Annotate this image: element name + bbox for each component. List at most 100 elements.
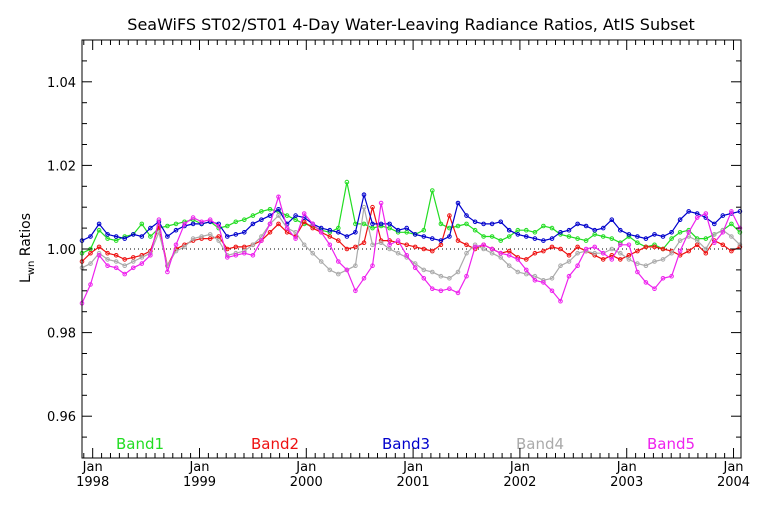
legend: Band1 Band2 Band3 Band4 Band5 [116,435,695,453]
data-point [455,269,461,275]
data-point [361,221,367,227]
data-point [524,234,529,239]
data-point [148,234,153,239]
data-point [703,250,709,256]
data-point [626,242,632,248]
data-point [635,269,640,275]
data-point [438,221,444,227]
data-point [310,250,316,256]
data-point [541,223,546,229]
data-point [96,253,102,258]
data-point [344,246,350,252]
data-point [353,288,358,294]
data-point [532,278,538,283]
x-tick-label-month: Jan [82,460,103,475]
data-point [618,250,623,256]
data-point [660,234,666,239]
data-point [430,188,435,193]
data-point [737,209,743,214]
data-point [600,225,606,231]
data-point [643,280,649,285]
data-point [660,276,666,281]
legend-item-band1: Band1 [116,435,164,453]
data-point [284,225,290,231]
data-point [148,225,153,231]
data-point [421,267,427,273]
data-point [438,238,444,243]
data-point [464,242,469,248]
data-point [729,234,734,239]
data-point [207,236,213,241]
data-point [481,242,486,248]
data-point [105,250,110,256]
data-point [173,227,179,233]
data-point [88,282,93,287]
data-point [737,242,743,248]
data-point [395,238,401,243]
data-point [412,261,418,266]
data-point [430,286,435,292]
data-point [575,263,580,269]
data-point [515,232,521,237]
x-tick-label-year: 2002 [503,475,536,490]
data-point [566,227,572,233]
data-point [549,244,555,250]
data-point [498,219,504,225]
data-point [276,221,281,227]
data-point [438,273,444,279]
data-point [652,232,657,237]
data-point [609,217,615,222]
x-tick-label-year: 2003 [610,475,643,490]
data-point [370,242,375,248]
data-point [447,286,452,292]
data-point [541,248,546,254]
data-point [635,261,640,266]
data-point [259,209,264,214]
data-point [532,236,538,241]
data-point [498,255,504,260]
data-point [694,242,700,248]
data-point [387,225,392,231]
data-point [353,244,358,250]
data-point [361,204,367,210]
data-point [327,267,333,273]
data-point [156,217,162,222]
data-point [139,221,145,227]
data-point [250,221,256,227]
data-point [481,221,486,227]
data-point [361,240,367,245]
data-point [549,288,555,294]
data-point [575,236,580,241]
data-point [395,250,401,256]
data-point [430,236,435,241]
data-point [242,250,247,256]
data-point [515,227,521,233]
data-point [139,234,145,239]
data-point [113,238,119,243]
data-point [250,253,256,258]
data-point [96,221,102,227]
data-point [618,242,623,248]
data-point [515,269,521,275]
data-point [438,242,444,248]
data-point [267,221,273,227]
data-point [225,255,230,260]
x-tick-label-month: Jan [723,460,744,475]
data-point [216,223,221,229]
chart-title: SeaWiFS ST02/ST01 4-Day Water-Leaving Ra… [127,15,694,34]
data-point [677,217,683,222]
data-point [694,215,700,220]
data-point [225,223,230,229]
data-point [541,238,546,243]
data-point [566,273,572,279]
data-point [677,248,683,254]
data-point [421,234,427,239]
data-point [643,263,649,269]
data-point [233,253,239,258]
data-point [558,298,563,304]
data-point [207,232,213,237]
data-point [276,213,281,218]
data-point [635,234,640,239]
data-point [336,259,341,264]
